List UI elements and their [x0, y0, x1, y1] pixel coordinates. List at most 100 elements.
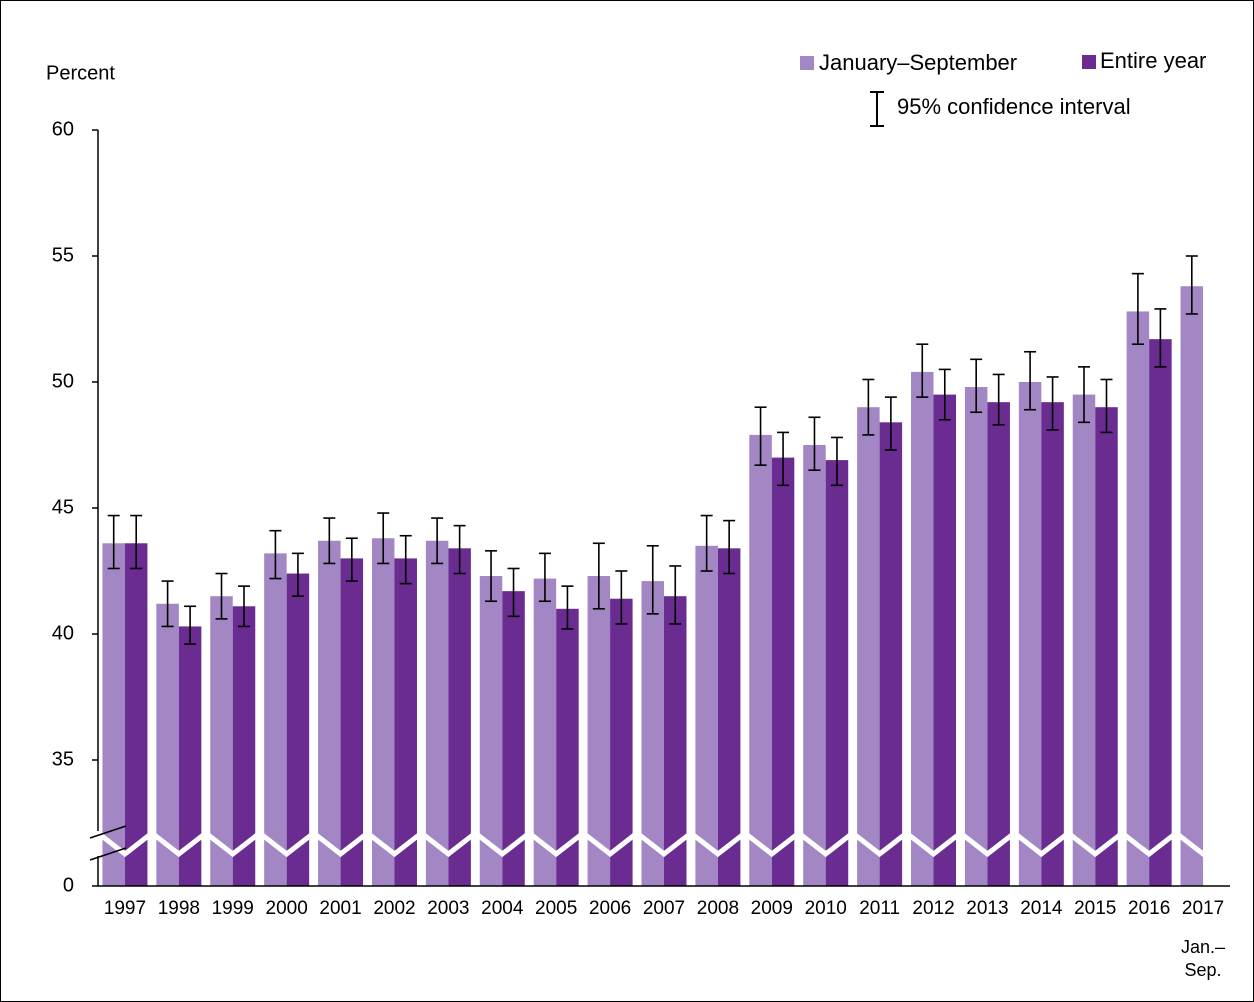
x-tick-label: 1997 [104, 898, 146, 919]
error-bar [1185, 255, 1198, 315]
error-bar [1100, 378, 1113, 434]
x-tick-label: 2008 [697, 898, 739, 919]
error-bar [700, 514, 713, 572]
bar [1180, 286, 1204, 886]
x-tick-label: 2007 [643, 898, 685, 919]
y-axis-label: Percent [46, 62, 115, 84]
error-bar [130, 514, 143, 570]
bar [425, 540, 449, 886]
bar [610, 598, 633, 886]
bar [1126, 311, 1150, 886]
error-bar [107, 514, 120, 570]
x-tick-label: 2017 [1182, 898, 1224, 919]
error-bar [754, 406, 767, 466]
bar [825, 460, 849, 886]
axis-break-mark [89, 847, 127, 861]
error-bar [161, 580, 174, 628]
legend-error-icon [870, 91, 884, 127]
x-tick-label: 2014 [1020, 898, 1063, 919]
legend-label: Entire year [1100, 48, 1206, 73]
x-tick-label: 1999 [212, 898, 254, 919]
x-tick-label: 2010 [805, 898, 847, 919]
bar [232, 606, 256, 886]
x-tick-label: 2013 [966, 898, 1008, 919]
y-tick-label: 60 [52, 118, 74, 140]
bar [124, 543, 148, 886]
bar [879, 422, 903, 886]
error-bar [507, 567, 520, 618]
legend-swatch [800, 56, 814, 70]
error-bar [215, 572, 228, 620]
error-bar [269, 529, 282, 580]
error-bar [291, 552, 304, 598]
bar [1041, 402, 1064, 886]
bar [178, 626, 202, 886]
bar [857, 407, 880, 886]
bar [102, 543, 125, 886]
bar [1018, 382, 1042, 886]
error-bar [184, 605, 197, 645]
bar [771, 457, 795, 886]
y-tick-label: 35 [52, 748, 74, 770]
error-bar [453, 524, 466, 575]
error-bar [830, 436, 843, 487]
x-tick-label: 2005 [535, 898, 577, 919]
error-bar [399, 534, 412, 585]
error-bar [592, 542, 605, 610]
legend-label: 95% confidence interval [897, 94, 1131, 119]
bar [394, 558, 417, 886]
bar [717, 548, 741, 886]
x-tick-note: Sep. [1185, 960, 1222, 980]
error-bar [1046, 376, 1059, 431]
bar [448, 548, 471, 886]
bar [587, 576, 611, 886]
bar [803, 445, 826, 886]
legend-swatch [1082, 55, 1096, 69]
y-tick-label: 50 [52, 370, 74, 392]
error-bar [1154, 308, 1167, 368]
bar [911, 371, 934, 886]
error-bar [808, 416, 821, 472]
y-tick-label: 0 [63, 874, 74, 896]
bar [502, 591, 525, 886]
x-tick-label: 2016 [1128, 898, 1170, 919]
x-tick-note: Jan.– [1181, 937, 1225, 957]
x-tick-label: 2011 [859, 898, 900, 919]
y-tick-label: 40 [52, 622, 74, 644]
bar [479, 576, 503, 886]
error-bar [916, 343, 929, 398]
y-tick-label: 45 [52, 496, 74, 518]
x-tick-label: 1998 [158, 898, 200, 919]
bar [1095, 407, 1118, 886]
x-tick-label: 2015 [1074, 898, 1116, 919]
error-bar [323, 517, 336, 565]
bar [1149, 339, 1172, 886]
error-bar [884, 396, 897, 451]
error-bar [1131, 272, 1144, 346]
axis-break-mark [89, 825, 127, 839]
bar [533, 578, 557, 886]
bar [286, 573, 310, 886]
bar [964, 387, 988, 886]
bar [318, 540, 341, 886]
x-tick-label: 2001 [319, 898, 361, 919]
axis-break [96, 829, 1232, 858]
x-tick-label: 2006 [589, 898, 631, 919]
error-bar [538, 552, 551, 603]
error-bar [777, 431, 790, 487]
y-tick-label: 55 [52, 244, 74, 266]
bar [156, 603, 179, 886]
bar [933, 394, 957, 886]
bar [371, 538, 395, 886]
bar [556, 608, 579, 886]
error-bar [431, 517, 444, 565]
error-bar [970, 358, 983, 414]
bar [987, 402, 1010, 886]
bar [695, 545, 718, 886]
error-bar [646, 544, 659, 615]
x-tick-label: 2012 [912, 898, 954, 919]
error-bar [561, 585, 574, 630]
error-bar [345, 537, 358, 582]
error-bar [723, 519, 736, 575]
